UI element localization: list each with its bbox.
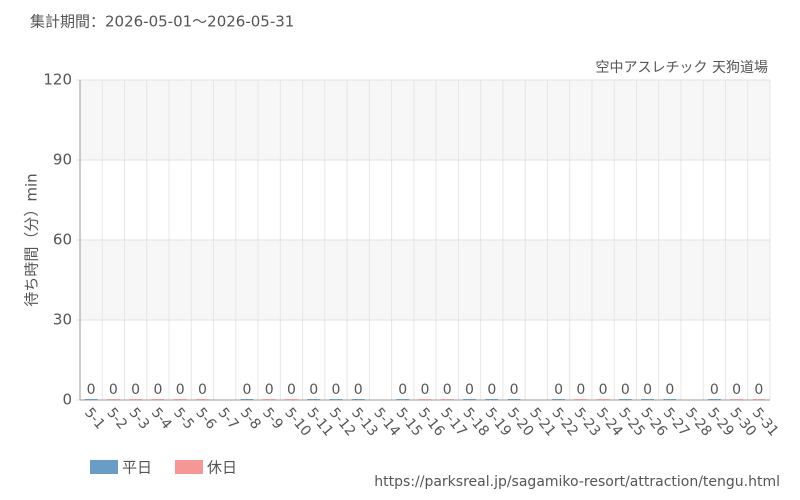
data-label: 0 xyxy=(131,382,140,398)
data-label: 0 xyxy=(309,382,318,398)
data-label: 0 xyxy=(332,382,341,398)
legend-label: 休日 xyxy=(207,459,237,477)
y-tick-label: 60 xyxy=(53,231,72,249)
data-label: 0 xyxy=(710,382,719,398)
bar xyxy=(440,399,454,400)
bar xyxy=(173,399,187,400)
legend-swatch xyxy=(175,460,203,474)
bar xyxy=(663,399,677,400)
bar xyxy=(729,399,744,400)
x-tick-label: 5-7 xyxy=(215,405,242,433)
legend-swatch xyxy=(90,460,118,474)
data-label: 0 xyxy=(510,382,519,398)
bar xyxy=(84,399,98,400)
bar xyxy=(507,399,521,400)
data-label: 0 xyxy=(665,382,674,398)
data-label: 0 xyxy=(176,382,185,398)
y-tick-label: 120 xyxy=(43,71,72,89)
data-label: 0 xyxy=(754,382,763,398)
bar xyxy=(618,399,632,400)
data-label: 0 xyxy=(732,382,741,398)
bar xyxy=(462,399,477,400)
data-label: 0 xyxy=(198,382,207,398)
chart-title: 集計期間：2026-05-01～2026-05-31 xyxy=(30,13,294,31)
bar xyxy=(351,399,365,400)
bar xyxy=(707,399,722,400)
x-tick-label: 5-2 xyxy=(103,405,130,433)
y-axis-label: 待ち時間（分）min xyxy=(23,173,41,306)
bar xyxy=(128,399,143,400)
source-url: https://parksreal.jp/sagamiko-resort/att… xyxy=(374,474,780,490)
data-label: 0 xyxy=(576,382,585,398)
data-label: 0 xyxy=(643,382,652,398)
x-tick-label: 5-9 xyxy=(259,405,286,433)
data-label: 0 xyxy=(265,382,274,398)
bar xyxy=(418,399,432,400)
x-tick-label: 5-4 xyxy=(148,405,175,433)
x-tick-label: 5-6 xyxy=(192,405,219,433)
bar xyxy=(574,399,588,400)
bar xyxy=(106,399,121,400)
data-label: 0 xyxy=(398,382,407,398)
plot-band xyxy=(80,80,770,160)
data-label: 0 xyxy=(443,382,452,398)
x-tick-label: 5-8 xyxy=(237,405,264,433)
bar xyxy=(396,399,410,400)
data-label: 0 xyxy=(487,382,496,398)
y-tick-label: 90 xyxy=(53,151,72,169)
chart-subtitle: 空中アスレチック 天狗道場 xyxy=(596,60,768,76)
bar xyxy=(262,399,276,400)
data-label: 0 xyxy=(465,382,474,398)
data-label: 0 xyxy=(554,382,563,398)
data-label: 0 xyxy=(621,382,630,398)
bar xyxy=(551,399,566,400)
data-label: 0 xyxy=(287,382,296,398)
bar xyxy=(329,399,343,400)
x-tick-label: 5-1 xyxy=(81,405,108,433)
bar xyxy=(596,399,610,400)
y-tick-label: 0 xyxy=(62,391,72,409)
data-label: 0 xyxy=(242,382,251,398)
data-label: 0 xyxy=(421,382,430,398)
bar xyxy=(240,399,254,400)
bar xyxy=(195,399,210,400)
bar xyxy=(284,399,299,400)
y-tick-label: 30 xyxy=(53,311,72,329)
plot-band xyxy=(80,240,770,320)
x-tick-label: 5-3 xyxy=(126,405,153,433)
data-label: 0 xyxy=(109,382,118,398)
bar xyxy=(151,399,165,400)
data-label: 0 xyxy=(354,382,363,398)
x-tick-label: 5-5 xyxy=(170,405,197,433)
data-label: 0 xyxy=(87,382,96,398)
bar xyxy=(485,399,499,400)
data-label: 0 xyxy=(153,382,162,398)
bar xyxy=(752,399,766,400)
bar xyxy=(307,399,321,400)
data-label: 0 xyxy=(599,382,608,398)
bar xyxy=(640,399,655,400)
legend-label: 平日 xyxy=(122,459,152,477)
